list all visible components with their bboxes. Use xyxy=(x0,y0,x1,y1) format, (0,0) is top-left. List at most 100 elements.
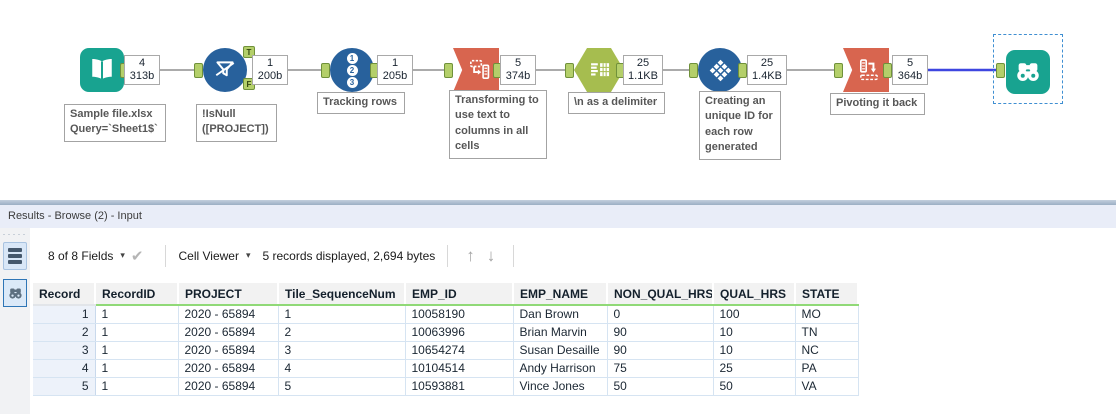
tool-annotation[interactable]: Pivoting it back xyxy=(830,93,926,116)
table-cell[interactable]: 100 xyxy=(713,305,796,324)
table-cell[interactable]: Andy Harrison xyxy=(513,359,608,378)
apply-check-icon[interactable]: ✔ xyxy=(130,247,144,265)
cell-viewer-dropdown[interactable]: Cell Viewer xyxy=(178,248,239,263)
tool-record-id[interactable]: 1 2 3 xyxy=(330,48,374,92)
column-header-tile_sequencenum[interactable]: Tile_SequenceNum xyxy=(278,283,406,306)
table-cell[interactable]: 3 xyxy=(278,341,406,360)
tool-annotation[interactable]: Tracking rows xyxy=(317,92,405,115)
table-cell[interactable]: 10654274 xyxy=(405,341,514,360)
row-number-cell[interactable]: 2 xyxy=(33,323,96,342)
scroll-up-button[interactable]: ↑ xyxy=(466,245,475,265)
table-cell[interactable]: 10 xyxy=(713,323,796,342)
record-count-badge[interactable]: 1 205b xyxy=(377,55,413,85)
table-cell[interactable]: 1 xyxy=(95,377,179,396)
output-anchor[interactable] xyxy=(738,63,747,78)
tool-browse[interactable] xyxy=(1006,50,1050,94)
table-cell[interactable]: 50 xyxy=(607,377,714,396)
record-count-badge[interactable]: 4 313b xyxy=(124,55,160,85)
tool-annotation[interactable]: Sample file.xlsx Query=`Sheet1$` xyxy=(64,104,166,142)
input-anchor[interactable] xyxy=(689,63,698,78)
column-header-emp_name[interactable]: EMP_NAME xyxy=(513,283,608,306)
table-cell[interactable]: 2020 - 65894 xyxy=(178,359,279,378)
row-number-cell[interactable]: 5 xyxy=(33,377,96,396)
table-cell[interactable]: TN xyxy=(795,323,859,342)
column-header-non_qual_hrs[interactable]: NON_QUAL_HRS xyxy=(607,283,714,306)
table-cell[interactable]: MO xyxy=(795,305,859,324)
tool-annotation[interactable]: Creating an unique ID for each row gener… xyxy=(699,91,781,160)
table-cell[interactable]: 2020 - 65894 xyxy=(178,305,279,324)
record-count-badge[interactable]: 25 1.1KB xyxy=(623,55,663,85)
input-anchor[interactable] xyxy=(996,63,1005,78)
record-count-badge[interactable]: 5 374b xyxy=(500,55,536,85)
column-header-project[interactable]: PROJECT xyxy=(178,283,279,306)
input-anchor[interactable] xyxy=(321,63,330,78)
table-cell[interactable]: 2020 - 65894 xyxy=(178,323,279,342)
column-header-emp_id[interactable]: EMP_ID xyxy=(405,283,514,306)
table-cell[interactable]: 5 xyxy=(278,377,406,396)
table-cell[interactable]: 1 xyxy=(95,341,179,360)
table-cell[interactable]: Brian Marvin xyxy=(513,323,608,342)
layout-toggle-button[interactable] xyxy=(3,242,27,270)
tool-input-data[interactable] xyxy=(80,48,124,92)
table-cell[interactable]: Dan Brown xyxy=(513,305,608,324)
chevron-down-icon[interactable]: ▾ xyxy=(245,250,251,260)
input-anchor[interactable] xyxy=(194,63,203,78)
table-cell[interactable]: 10593881 xyxy=(405,377,514,396)
table-row[interactable]: 5 1 2020 - 65894 5 10593881 Vince Jones 50 50 VA xyxy=(33,377,859,396)
record-count-badge[interactable]: 25 1.4KB xyxy=(747,55,787,85)
column-header-qual_hrs[interactable]: QUAL_HRS xyxy=(713,283,796,306)
table-cell[interactable]: 10 xyxy=(713,341,796,360)
table-cell[interactable]: 2020 - 65894 xyxy=(178,341,279,360)
table-cell[interactable]: 25 xyxy=(713,359,796,378)
table-row[interactable]: 1 1 2020 - 65894 1 10058190 Dan Brown 0 100 MO xyxy=(33,305,859,324)
table-row[interactable]: 3 1 2020 - 65894 3 10654274 Susan Desaille 90 1… xyxy=(33,341,859,360)
input-anchor[interactable] xyxy=(834,63,843,78)
table-cell[interactable]: 2 xyxy=(278,323,406,342)
table-cell[interactable]: Susan Desaille xyxy=(513,341,608,360)
table-cell[interactable]: 10104514 xyxy=(405,359,514,378)
fields-dropdown[interactable]: 8 of 8 Fields xyxy=(48,248,114,263)
table-cell[interactable]: 50 xyxy=(713,377,796,396)
panel-splitter[interactable] xyxy=(0,200,1116,205)
tool-tile[interactable] xyxy=(698,48,742,92)
table-cell[interactable]: 4 xyxy=(278,359,406,378)
input-anchor[interactable] xyxy=(565,63,574,78)
tool-annotation[interactable]: Transforming to use text to columns in a… xyxy=(449,90,547,159)
tool-filter[interactable] xyxy=(203,48,247,92)
column-header-record[interactable]: Record xyxy=(33,283,96,306)
input-anchor[interactable] xyxy=(444,63,453,78)
column-header-recordid[interactable]: RecordID xyxy=(95,283,179,306)
tool-annotation[interactable]: \n as a delimiter xyxy=(568,92,666,115)
row-number-cell[interactable]: 3 xyxy=(33,341,96,360)
table-cell[interactable]: 1 xyxy=(278,305,406,324)
table-cell[interactable]: 75 xyxy=(607,359,714,378)
connection-layer xyxy=(160,68,997,72)
scroll-down-button[interactable]: ↓ xyxy=(486,245,496,265)
row-number-cell[interactable]: 1 xyxy=(33,305,96,324)
table-row[interactable]: 4 1 2020 - 65894 4 10104514 Andy Harrison 75 25… xyxy=(33,359,859,378)
table-row[interactable]: 2 1 2020 - 65894 2 10063996 Brian Marvin 90 10 T… xyxy=(33,323,859,342)
row-number-cell[interactable]: 4 xyxy=(33,359,96,378)
browse-view-button[interactable] xyxy=(3,279,27,307)
table-cell[interactable]: 0 xyxy=(607,305,714,324)
table-cell[interactable]: 1 xyxy=(95,359,179,378)
table-cell[interactable]: NC xyxy=(795,341,859,360)
table-cell[interactable]: Vince Jones xyxy=(513,377,608,396)
table-cell[interactable]: 1 xyxy=(95,323,179,342)
chevron-down-icon[interactable]: ▾ xyxy=(120,250,125,260)
table-cell[interactable]: 1 xyxy=(95,305,179,324)
table-cell[interactable]: 10058190 xyxy=(405,305,514,324)
record-count-badge[interactable]: 5 364b xyxy=(892,55,928,85)
table-cell[interactable]: 2020 - 65894 xyxy=(178,377,279,396)
table-cell[interactable]: PA xyxy=(795,359,859,378)
output-anchor[interactable] xyxy=(883,63,892,78)
record-count-badge[interactable]: 1 200b xyxy=(252,55,288,85)
table-cell[interactable]: 10063996 xyxy=(405,323,514,342)
table-cell[interactable]: 90 xyxy=(607,323,714,342)
table-cell[interactable]: VA xyxy=(795,377,859,396)
workflow-canvas[interactable]: 4 313b Sample file.xlsx Query=`Sheet1$` … xyxy=(0,0,1116,200)
column-header-state[interactable]: STATE xyxy=(795,283,859,306)
panel-drag-handle[interactable]: ····· xyxy=(2,229,28,239)
tool-annotation[interactable]: !IsNull ([PROJECT]) xyxy=(196,104,277,142)
table-cell[interactable]: 90 xyxy=(607,341,714,360)
